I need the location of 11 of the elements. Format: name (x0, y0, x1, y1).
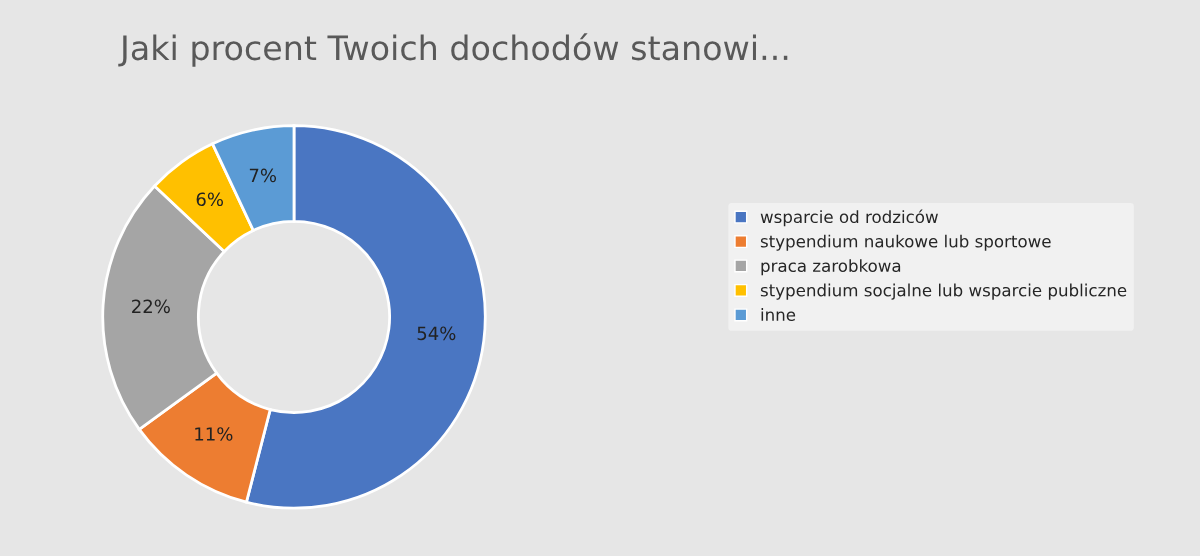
legend-label: inne (761, 308, 796, 321)
legend-label: stypendium naukowe lub sportowe (760, 234, 1051, 251)
data-label: 7% (249, 168, 277, 183)
legend-label: wsparcie od rodziców (760, 209, 938, 227)
data-label: 11% (195, 427, 233, 441)
legend-label: stypendium socjalne lub wsparcie publiczne (760, 283, 1127, 300)
legend-label: praca zarobkowa (761, 259, 901, 276)
data-label: 54% (417, 326, 456, 341)
chart-title: Jaki procent Twoich dochodów stanowi... (118, 33, 788, 67)
data-label: 22% (132, 299, 170, 314)
data-label: 6% (196, 192, 224, 207)
